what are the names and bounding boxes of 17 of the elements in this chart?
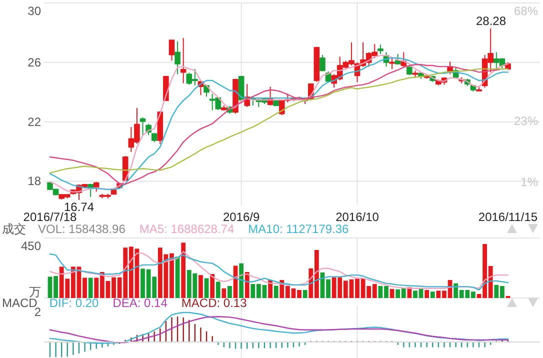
y-tick-label: 26 bbox=[28, 55, 42, 70]
text: 2 bbox=[34, 305, 42, 319]
y-tick-label: 30 bbox=[28, 4, 42, 18]
y-tick-label: 18 bbox=[28, 174, 42, 188]
y-tick-label: 22 bbox=[28, 114, 42, 129]
text: 68% bbox=[514, 4, 538, 18]
x-tick-label: 2016/10 bbox=[336, 210, 380, 224]
x-tick-label: 2016/11/15 bbox=[478, 210, 538, 224]
legend: DIF: 0.20 DEA: 0.14 MACD: 0.13 bbox=[49, 296, 247, 310]
y-tick-label: 450 bbox=[20, 239, 42, 253]
y-axis-title: 万 bbox=[29, 285, 41, 299]
annotation: 28.28 bbox=[476, 14, 506, 28]
chart-title: 成交 bbox=[2, 222, 26, 236]
x-tick-label: 2016/9 bbox=[222, 210, 260, 224]
text: 23% bbox=[514, 114, 538, 128]
text: 1% bbox=[520, 175, 538, 189]
legend: VOL: 158438.96 MA5: 1688628.74 MA10: 1127179.36 bbox=[38, 222, 349, 236]
